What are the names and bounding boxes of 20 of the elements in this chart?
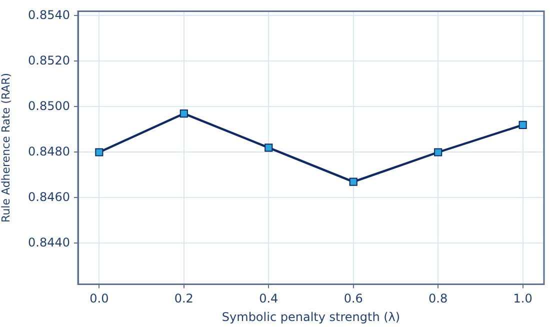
y-tick-label: 0.8440: [28, 235, 70, 250]
x-tick-label: 0.4: [259, 292, 278, 306]
x-tick-label: 0.6: [344, 292, 363, 306]
y-tick-label: 0.8460: [28, 190, 70, 204]
x-tick-label: 0.2: [174, 292, 194, 306]
point: [95, 148, 104, 156]
x-tick-label: 1.0: [513, 292, 532, 306]
y-axis-title: Rule Adherence Rate (RAR): [0, 72, 12, 222]
y-tick-label: 0.8520: [28, 53, 70, 68]
y-tick-label: 0.8540: [28, 8, 70, 22]
y-tick-label: 0.8500: [28, 98, 70, 113]
x-axis-title: Symbolic penalty strength (λ): [222, 310, 400, 324]
point: [264, 144, 273, 152]
x-tick-label: 0.0: [90, 292, 109, 306]
point: [349, 178, 358, 186]
point: [518, 120, 527, 129]
y-tick-label: 0.8480: [28, 144, 70, 158]
point: [434, 148, 442, 156]
point: [180, 110, 188, 118]
x-tick-label: 0.8: [428, 292, 448, 306]
